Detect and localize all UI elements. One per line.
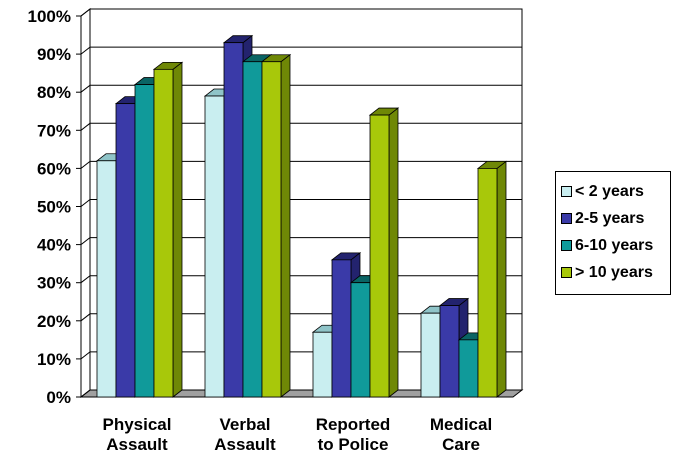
bar-front — [134, 84, 155, 398]
x-category-label-line: to Police — [318, 435, 389, 454]
y-tick-label: 40% — [37, 236, 71, 255]
legend-label: > 10 years — [575, 263, 653, 281]
legend-swatch — [561, 267, 572, 278]
bar-front — [96, 160, 117, 398]
bar-front — [242, 61, 263, 398]
bar-front — [477, 167, 498, 398]
x-category-label-line: Assault — [106, 435, 168, 454]
y-tick-label: 30% — [37, 274, 71, 293]
legend-item: 6-10 years — [561, 232, 670, 259]
x-category-label: Physical Assault — [103, 415, 172, 454]
legend-swatch — [561, 213, 572, 224]
x-category-label: Verbal Assault — [214, 415, 276, 454]
x-category-label-line: Reported — [316, 415, 391, 434]
x-category-label-line: Assault — [214, 435, 276, 454]
x-category-label-line: Verbal — [219, 415, 270, 434]
bar — [476, 160, 508, 398]
bar-front — [439, 305, 460, 398]
bar-front — [223, 42, 244, 398]
bar-front — [312, 331, 333, 398]
bar-side — [172, 61, 183, 398]
legend-swatch — [561, 186, 572, 197]
x-category-label: Medical Care — [430, 415, 492, 454]
x-category-label-line: Medical — [430, 415, 492, 434]
y-tick-label: 0% — [46, 388, 71, 407]
legend-label: 2-5 years — [575, 209, 645, 227]
x-category-label: Reported to Police — [316, 415, 391, 454]
legend-label: 6-10 years — [575, 236, 654, 254]
y-tick-labels: 0% 10% 20% 30% 40% 50% 60% 70% 80% 90% 100% — [28, 7, 71, 407]
bar-side — [496, 160, 507, 398]
bar-front — [261, 61, 282, 398]
gridline — [80, 8, 522, 17]
y-tick-label: 50% — [37, 198, 71, 217]
bar-front — [420, 312, 441, 398]
legend-item: > 10 years — [561, 259, 670, 286]
bar — [260, 53, 292, 398]
bar-front — [369, 114, 390, 398]
bar — [368, 107, 400, 398]
bar — [152, 61, 184, 398]
y-tick-label: 10% — [37, 350, 71, 369]
bars — [95, 34, 508, 398]
bar-front — [458, 339, 479, 398]
x-category-label-line: Care — [442, 435, 480, 454]
y-tick-label: 60% — [37, 159, 71, 178]
bar-front — [204, 95, 225, 398]
gridline — [80, 46, 522, 55]
bar-front — [350, 282, 371, 398]
bar-front — [331, 259, 352, 398]
legend-item: 2-5 years — [561, 205, 670, 232]
y-tick-label: 80% — [37, 83, 71, 102]
legend: < 2 years 2-5 years 6-10 years > 10 years — [555, 171, 671, 295]
y-tick-label: 20% — [37, 312, 71, 331]
legend-item: < 2 years — [561, 178, 670, 205]
bar-front — [153, 68, 174, 398]
gridline — [80, 84, 522, 93]
bar-front — [115, 103, 136, 398]
x-category-label-line: Physical — [103, 415, 172, 434]
bar-side — [388, 107, 399, 398]
bar-side — [280, 53, 291, 398]
legend-swatch — [561, 240, 572, 251]
y-tick-label: 100% — [28, 7, 71, 26]
y-tick-label: 90% — [37, 45, 71, 64]
legend-label: < 2 years — [575, 182, 644, 200]
y-tick-label: 70% — [37, 121, 71, 140]
